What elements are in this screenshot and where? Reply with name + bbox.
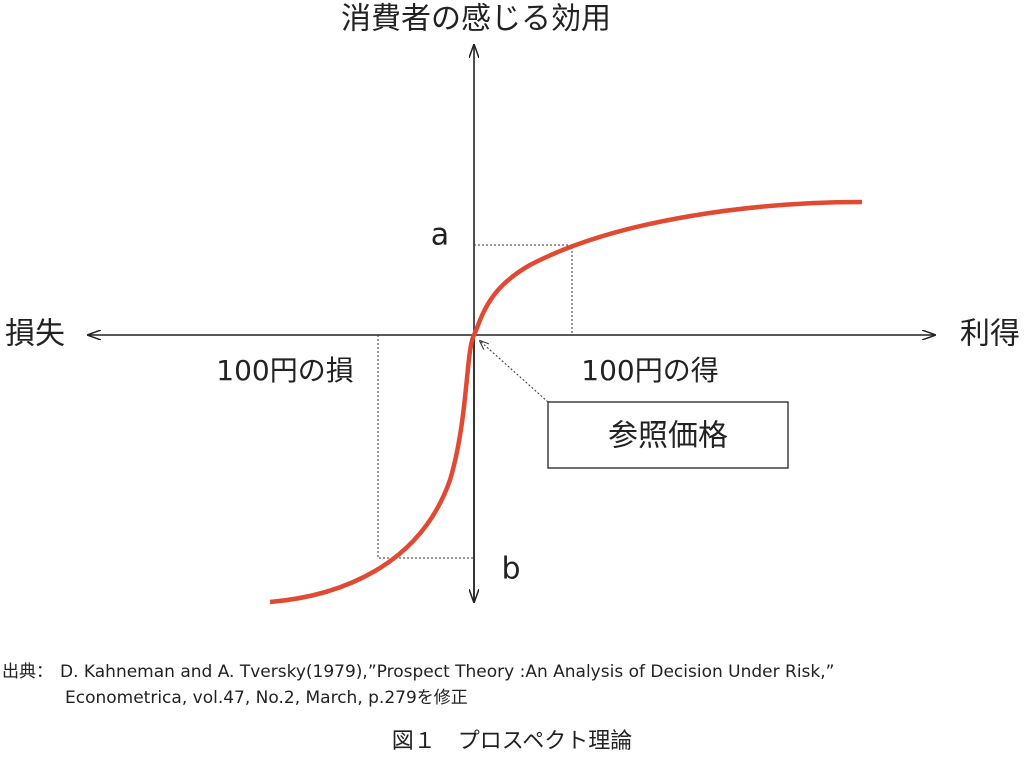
gain-guide [474, 244, 573, 335]
x-axis-right-label: 利得 [960, 317, 1020, 352]
x-axis-left-label: 損失 [5, 317, 65, 352]
reference-box [547, 401, 789, 469]
source-prefix: 出典： [2, 662, 53, 682]
gain-label: 100円の得 [581, 354, 718, 387]
source-line: D. Kahneman and A. Tversky(1979),”Prospe… [60, 662, 834, 682]
point-a-label: a [431, 218, 449, 253]
reference-label: 参照価格 [608, 419, 728, 454]
caption: 図１ プロスペクト理論 [392, 729, 632, 754]
source-line: Econometrica, vol.47, No.2, March, p.279… [65, 688, 468, 708]
value-curve [269, 199, 863, 605]
reference-pointer [480, 341, 549, 403]
loss-label: 100円の損 [216, 354, 353, 387]
y-axis-label: 消費者の感じる効用 [341, 2, 611, 37]
point-b-label: b [501, 552, 520, 587]
